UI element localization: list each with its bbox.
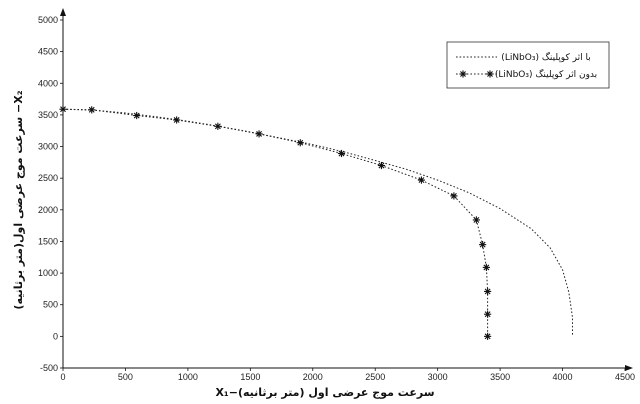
legend-label-uncoupled: بدون اثر کوپلینگ (LiNbO₃)	[495, 68, 597, 80]
series-2-marker	[59, 105, 67, 113]
y-tick-label: 1500	[38, 236, 58, 246]
legend-box	[446, 41, 610, 89]
series-line-1	[62, 108, 573, 337]
series-2-marker	[173, 116, 181, 124]
y-axis-label: X₂− سرعت موج عرضی اول(متر برثانیه)	[12, 90, 26, 309]
series-2-marker	[133, 111, 141, 120]
series-2-marker	[450, 192, 458, 200]
series-2-marker	[482, 263, 490, 271]
axes	[60, 8, 633, 371]
y-tick-label: 3500	[38, 110, 58, 120]
series-2-marker	[472, 216, 480, 224]
x-tick-label: 1500	[240, 372, 260, 382]
series-2-marker	[377, 161, 386, 170]
x-axis-arrow	[625, 365, 633, 371]
x-tick-label: 500	[118, 372, 133, 382]
y-tick-label: 5000	[38, 15, 58, 25]
series-2-marker	[255, 130, 263, 138]
series-2-marker	[484, 287, 492, 296]
x-tick-label: 2500	[365, 372, 385, 382]
x-tick-label: 2000	[303, 372, 323, 382]
y-tick-label: 4000	[38, 78, 58, 88]
y-tick-label: 0	[53, 331, 58, 341]
x-tick-label: 4000	[553, 372, 573, 382]
y-tick-label: 4500	[38, 47, 58, 57]
x-axis-label: سرعت موج عرضی اول (متر برثانیه)−X₁	[215, 386, 434, 400]
y-tick-label: 2500	[38, 173, 58, 183]
legend-label-coupled: با اثر کوپلینگ (LiNbO₃)	[501, 51, 590, 63]
y-tick-label: 500	[43, 300, 58, 310]
x-tick-label: 3000	[428, 372, 448, 382]
series-2-marker	[484, 332, 492, 340]
series-2-marker	[214, 122, 222, 130]
series-2-marker	[296, 139, 304, 147]
x-ticks: 0 500 1000 1500 2000 2500 3000 3500 4000 4500	[60, 368, 635, 382]
series-2-marker	[417, 176, 426, 184]
series-2-marker	[479, 241, 487, 249]
y-tick-label: -500	[40, 363, 58, 373]
legend-marker-star	[459, 70, 467, 78]
y-tick-label: 2000	[38, 205, 58, 215]
y-tick-label: 1000	[38, 268, 58, 278]
series-line-2	[62, 108, 489, 337]
series-2-marker	[88, 106, 96, 114]
series-2-marker	[337, 149, 346, 158]
x-tick-label: 0	[60, 372, 65, 382]
legend-line-uncoupled	[456, 70, 497, 78]
y-tick-label: 3000	[38, 142, 58, 152]
plot-area	[59, 105, 573, 340]
y-axis-arrow	[60, 8, 66, 16]
y-ticks: -500 0 500 1000 1500 2000 2500 3000 3500 4000 4500…	[38, 15, 63, 373]
legend: با اثر کوپلینگ (LiNbO₃) بدون اثر کوپلینگ…	[446, 41, 610, 89]
x-tick-label: 4500	[615, 372, 635, 382]
x-tick-label: 3500	[490, 372, 510, 382]
legend-marker-star	[486, 70, 494, 78]
x-tick-label: 1000	[178, 372, 198, 382]
series-2-marker	[484, 310, 492, 318]
